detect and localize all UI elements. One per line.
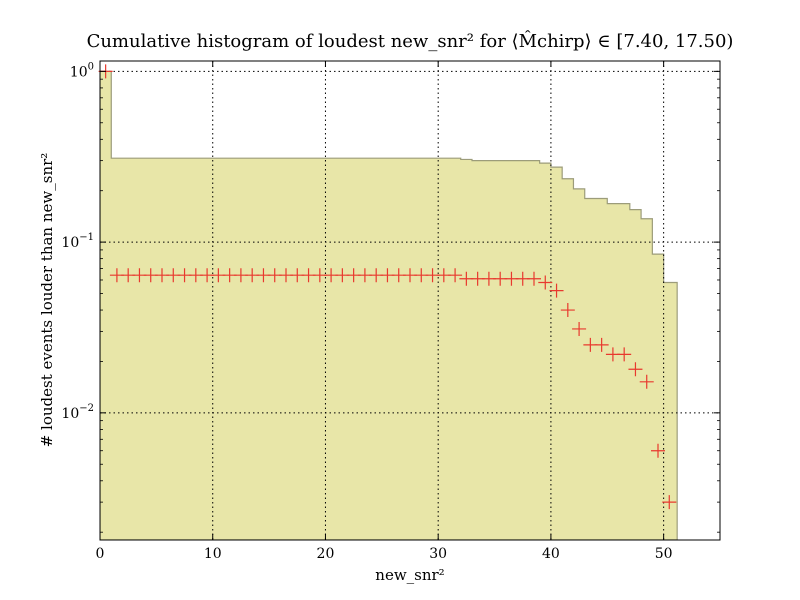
chart-title: Cumulative histogram of loudest new_snr²… (87, 30, 734, 52)
y-tick-label-0: 10−2 (61, 403, 94, 422)
y-axis-label: # loudest events louder than new_snr² (38, 153, 56, 448)
data-point-39 (538, 275, 553, 290)
x-tick-label-0: 0 (96, 546, 105, 562)
plot-area: 0 10 20 30 40 50 10−2 10−1 100 (61, 60, 721, 562)
data-point-48 (639, 374, 654, 389)
y-tick-label-1: 10−1 (61, 232, 94, 251)
data-point-50 (662, 495, 677, 510)
x-tick-label-4: 40 (542, 546, 560, 562)
data-point-41 (560, 303, 575, 318)
data-point-46 (617, 347, 632, 362)
x-tick-label-2: 20 (317, 546, 335, 562)
data-point-42 (572, 321, 587, 336)
data-point-40 (549, 283, 564, 298)
data-point-31 (448, 268, 463, 283)
histogram-area (100, 70, 678, 540)
plot-frame (99, 60, 721, 541)
data-point-47 (628, 362, 643, 377)
x-axis-label: new_snr² (375, 566, 444, 584)
x-tick-label-5: 50 (655, 546, 673, 562)
data-point-49 (651, 443, 665, 458)
x-tick-label-3: 30 (429, 546, 447, 562)
data-point-44 (594, 337, 609, 352)
x-tick-label-1: 10 (204, 546, 222, 562)
data-point-38 (527, 271, 541, 286)
y-tick-label-2: 100 (70, 61, 94, 80)
